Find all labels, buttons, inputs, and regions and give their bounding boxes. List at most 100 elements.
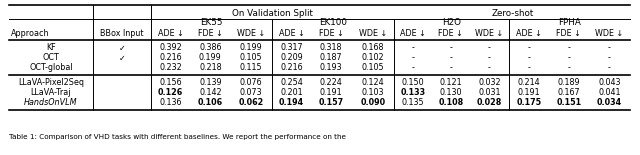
Text: 0.199: 0.199: [239, 44, 262, 53]
Text: -: -: [528, 44, 531, 53]
Text: -: -: [488, 53, 491, 62]
Text: EK55: EK55: [200, 18, 223, 27]
Text: -: -: [412, 44, 415, 53]
Text: 0.043: 0.043: [598, 78, 621, 87]
Text: -: -: [412, 64, 415, 73]
Text: 0.156: 0.156: [159, 78, 182, 87]
Text: OCT-global: OCT-global: [29, 64, 73, 73]
Text: H2O: H2O: [442, 18, 461, 27]
Text: 0.028: 0.028: [477, 98, 502, 107]
Text: Table 1: Comparison of VHD tasks with different baselines. We report the perform: Table 1: Comparison of VHD tasks with di…: [10, 134, 346, 140]
Text: 0.090: 0.090: [360, 98, 385, 107]
Text: KF: KF: [46, 44, 56, 53]
Text: 0.139: 0.139: [199, 78, 221, 87]
Text: 0.031: 0.031: [478, 88, 500, 97]
Text: FDE ↓: FDE ↓: [198, 29, 223, 38]
Text: 0.157: 0.157: [319, 98, 344, 107]
Text: 0.194: 0.194: [279, 98, 304, 107]
Text: ADE ↓: ADE ↓: [158, 29, 184, 38]
Text: 0.103: 0.103: [362, 88, 384, 97]
Text: 0.102: 0.102: [362, 53, 384, 62]
Text: 0.386: 0.386: [199, 44, 221, 53]
Text: EK100: EK100: [319, 18, 347, 27]
Text: 0.216: 0.216: [280, 64, 303, 73]
Text: -: -: [608, 53, 611, 62]
Text: 0.105: 0.105: [362, 64, 384, 73]
Text: 0.201: 0.201: [280, 88, 303, 97]
Text: 0.062: 0.062: [238, 98, 264, 107]
Text: Approach: Approach: [12, 29, 50, 38]
Text: BBox Input: BBox Input: [100, 29, 143, 38]
Text: -: -: [608, 64, 611, 73]
Text: FPHA: FPHA: [558, 18, 581, 27]
Text: 0.121: 0.121: [440, 78, 462, 87]
Text: 0.392: 0.392: [159, 44, 182, 53]
Text: HandsOnVLM: HandsOnVLM: [24, 98, 77, 107]
Text: FDE ↓: FDE ↓: [556, 29, 581, 38]
Text: 0.115: 0.115: [239, 64, 262, 73]
Text: 0.150: 0.150: [402, 78, 424, 87]
Text: 0.034: 0.034: [596, 98, 622, 107]
Text: -: -: [488, 44, 491, 53]
Text: -: -: [567, 64, 570, 73]
Text: 0.224: 0.224: [320, 78, 342, 87]
Text: ADE ↓: ADE ↓: [401, 29, 426, 38]
Text: 0.076: 0.076: [239, 78, 262, 87]
Text: ✓: ✓: [118, 53, 125, 62]
Text: 0.214: 0.214: [518, 78, 540, 87]
Text: 0.130: 0.130: [440, 88, 462, 97]
Text: 0.142: 0.142: [199, 88, 221, 97]
Text: OCT: OCT: [43, 53, 60, 62]
Text: WDE ↓: WDE ↓: [595, 29, 623, 38]
Text: FDE ↓: FDE ↓: [319, 29, 344, 38]
Text: 0.126: 0.126: [158, 88, 184, 97]
Text: 0.318: 0.318: [320, 44, 342, 53]
Text: 0.317: 0.317: [280, 44, 303, 53]
Text: 0.133: 0.133: [401, 88, 426, 97]
Text: 0.232: 0.232: [159, 64, 182, 73]
Text: 0.254: 0.254: [280, 78, 303, 87]
Text: 0.135: 0.135: [402, 98, 424, 107]
Text: -: -: [449, 53, 452, 62]
Text: -: -: [488, 64, 491, 73]
Text: -: -: [528, 53, 531, 62]
Text: WDE ↓: WDE ↓: [358, 29, 387, 38]
Text: 0.189: 0.189: [557, 78, 580, 87]
Text: 0.168: 0.168: [362, 44, 384, 53]
Text: 0.199: 0.199: [199, 53, 221, 62]
Text: -: -: [412, 53, 415, 62]
Text: 0.136: 0.136: [159, 98, 182, 107]
Text: 0.106: 0.106: [198, 98, 223, 107]
Text: LLaVA-Traj: LLaVA-Traj: [31, 88, 71, 97]
Text: -: -: [567, 53, 570, 62]
Text: 0.151: 0.151: [556, 98, 581, 107]
Text: WDE ↓: WDE ↓: [237, 29, 265, 38]
Text: 0.218: 0.218: [199, 64, 221, 73]
Text: 0.032: 0.032: [478, 78, 501, 87]
Text: LLaVA-Pixel2Seq: LLaVA-Pixel2Seq: [18, 78, 84, 87]
Text: 0.041: 0.041: [598, 88, 621, 97]
Text: ✓: ✓: [118, 44, 125, 53]
Text: 0.124: 0.124: [362, 78, 384, 87]
Text: 0.187: 0.187: [320, 53, 342, 62]
Text: Zero-shot: Zero-shot: [491, 9, 533, 18]
Text: 0.073: 0.073: [239, 88, 262, 97]
Text: 0.108: 0.108: [438, 98, 463, 107]
Text: -: -: [449, 44, 452, 53]
Text: ADE ↓: ADE ↓: [516, 29, 542, 38]
Text: 0.175: 0.175: [516, 98, 541, 107]
Text: On Validation Split: On Validation Split: [232, 9, 313, 18]
Text: FDE ↓: FDE ↓: [438, 29, 463, 38]
Text: ADE ↓: ADE ↓: [278, 29, 305, 38]
Text: -: -: [608, 44, 611, 53]
Text: 0.216: 0.216: [159, 53, 182, 62]
Text: -: -: [567, 44, 570, 53]
Text: -: -: [528, 64, 531, 73]
Text: 0.191: 0.191: [518, 88, 540, 97]
Text: 0.105: 0.105: [239, 53, 262, 62]
Text: -: -: [449, 64, 452, 73]
Text: WDE ↓: WDE ↓: [476, 29, 504, 38]
Text: 0.167: 0.167: [557, 88, 580, 97]
Text: 0.209: 0.209: [280, 53, 303, 62]
Text: 0.191: 0.191: [320, 88, 342, 97]
